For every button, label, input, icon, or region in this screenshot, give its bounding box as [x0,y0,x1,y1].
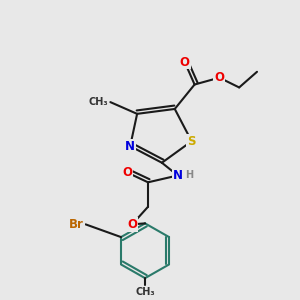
Text: S: S [188,135,196,148]
Text: N: N [125,140,135,153]
Text: Br: Br [69,218,84,231]
Text: N: N [173,169,183,182]
Text: O: O [127,218,137,231]
Text: O: O [180,56,190,68]
Text: O: O [214,71,224,84]
Text: CH₃: CH₃ [135,287,155,297]
Text: O: O [122,166,132,179]
Text: H: H [186,170,194,181]
Text: CH₃: CH₃ [89,97,108,107]
